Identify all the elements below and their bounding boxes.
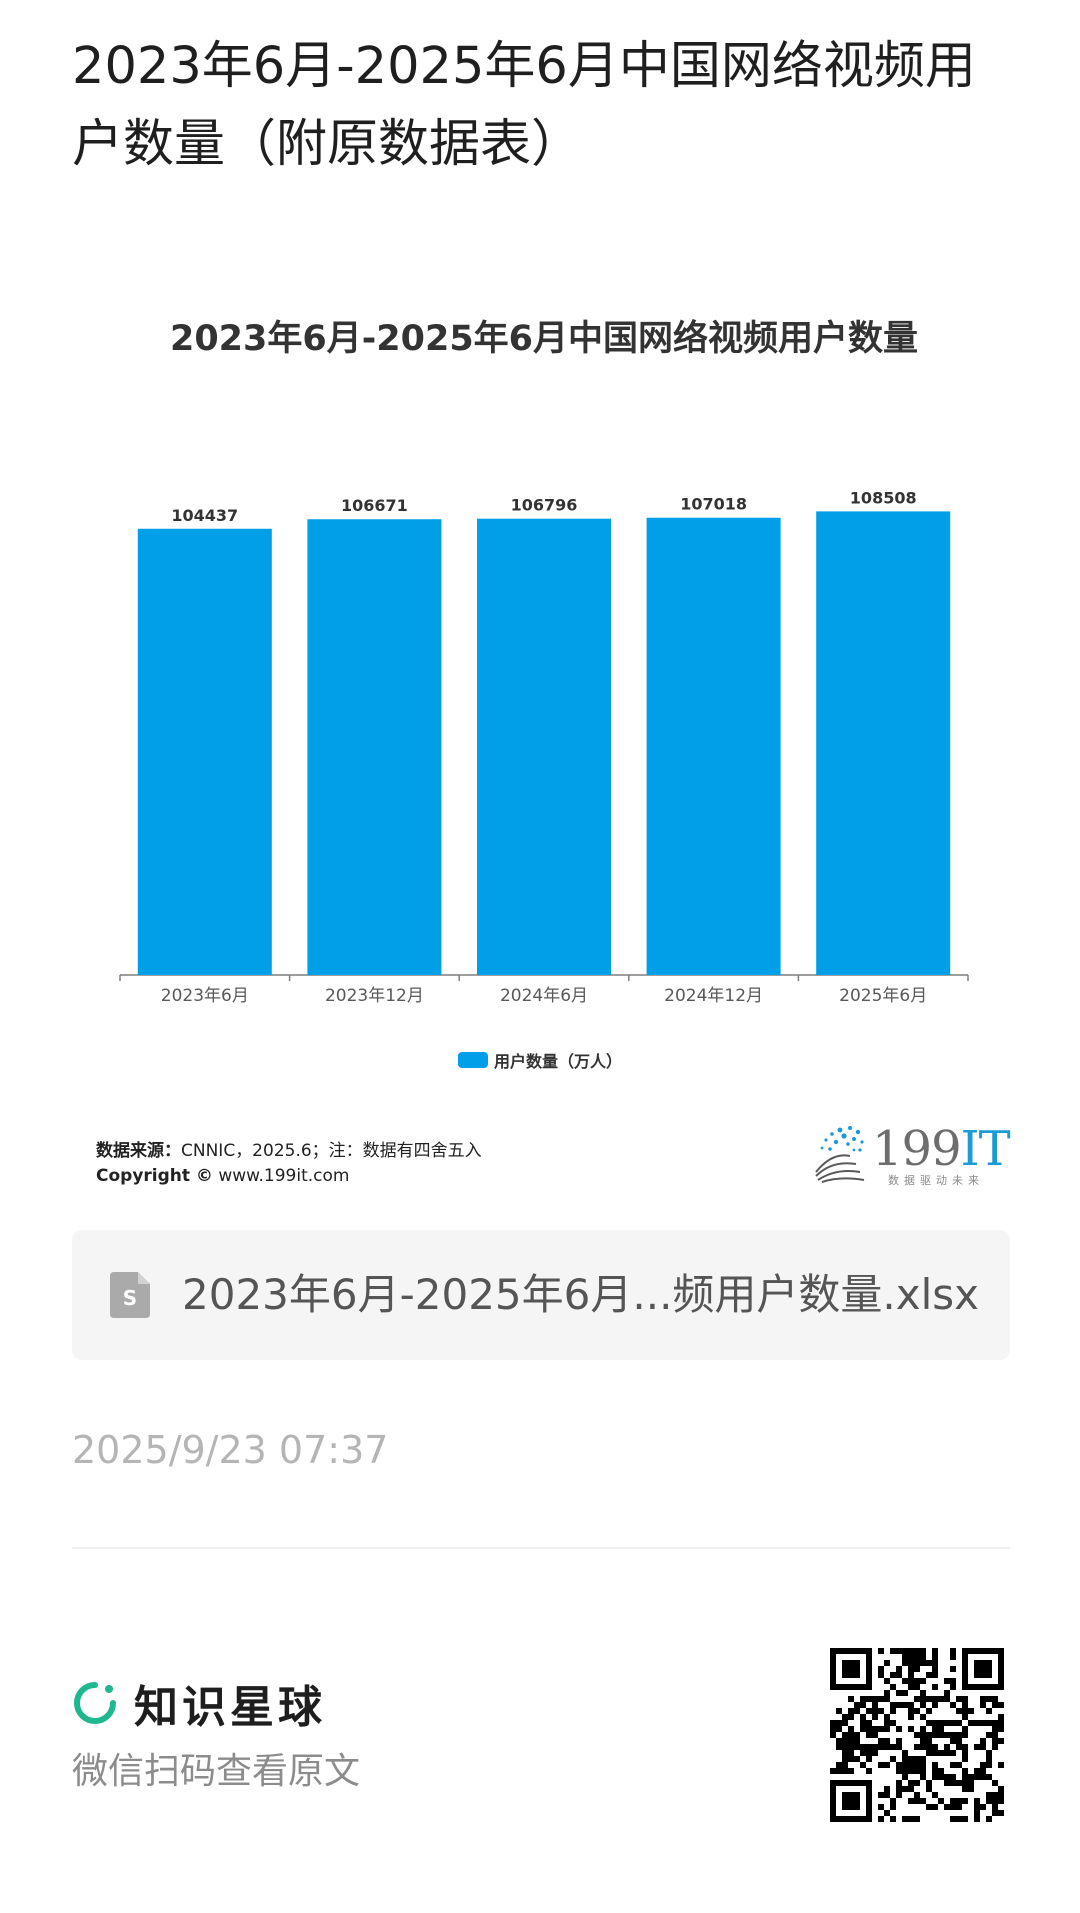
post-timestamp: 2025/9/23 07:37 xyxy=(72,1428,389,1472)
data-label: 104437 xyxy=(171,506,238,525)
bar xyxy=(646,517,781,975)
bar xyxy=(137,528,272,975)
copyright-site: www.199it.com xyxy=(218,1166,350,1186)
scan-hint: 微信扫码查看原文 xyxy=(72,1751,361,1792)
spreadsheet-file-icon: S xyxy=(110,1272,150,1318)
data-source: 数据来源：CNNIC，2025.6；注：数据有四舍五入 xyxy=(96,1136,482,1161)
attachment-file-name[interactable]: 2023年6月-2025年6月...频用户数量.xlsx xyxy=(182,1270,980,1319)
data-label: 107018 xyxy=(680,495,747,514)
planet-ring-icon xyxy=(74,1682,116,1724)
source-label: 数据来源： xyxy=(96,1141,181,1161)
copyright-label: Copyright © xyxy=(96,1166,213,1186)
chart-title: 2023年6月-2025年6月中国网络视频用户数量 xyxy=(169,319,919,359)
logo-letters: IT xyxy=(960,1121,1011,1177)
qr-code-icon[interactable] xyxy=(830,1648,1004,1822)
logo-number: 199 xyxy=(872,1121,962,1177)
source-text: CNNIC，2025.6；注：数据有四舍五入 xyxy=(181,1141,482,1161)
x-tick-label: 2023年6月 xyxy=(161,986,249,1006)
divider xyxy=(72,1547,1010,1549)
zsxq-brand: 知识星球 xyxy=(72,1678,326,1733)
chart-image: 2023年6月-2025年6月中国网络视频用户数量 104437 2023年6月 1… xyxy=(72,270,1011,1210)
legend-swatch xyxy=(458,1052,488,1068)
dandelion-logo-icon xyxy=(815,1126,865,1183)
bar xyxy=(816,511,951,975)
brand-name: 知识星球 xyxy=(134,1682,326,1733)
x-tick-label: 2025年6月 xyxy=(839,986,927,1006)
logo-tagline: 数据驱动未来 xyxy=(888,1174,984,1187)
x-tick-label: 2024年6月 xyxy=(500,986,588,1006)
199it-logo: 199IT 数据驱动未来 xyxy=(810,1121,1011,1187)
data-label: 106796 xyxy=(511,496,578,515)
bar xyxy=(477,518,611,975)
data-label: 106671 xyxy=(341,496,408,515)
x-tick-label: 2024年12月 xyxy=(664,986,763,1006)
legend-label: 用户数量（万人） xyxy=(494,1052,623,1071)
attachment-card[interactable]: S 2023年6月-2025年6月...频用户数量.xlsx xyxy=(72,1230,1010,1360)
x-tick-label: 2023年12月 xyxy=(325,986,424,1006)
chart-legend: 用户数量（万人） xyxy=(458,1048,622,1072)
svg-text:S: S xyxy=(123,1286,137,1310)
bar-chart: 104437 2023年6月 106671 2023年12月 106796 2024年6月… xyxy=(119,488,969,1006)
page-title: 2023年6月-2025年6月中国网络视频用户数量（附原数据表） xyxy=(72,37,976,174)
data-label: 108508 xyxy=(850,488,917,507)
copyright: Copyright © www.199it.com xyxy=(96,1166,349,1186)
bar xyxy=(307,519,442,975)
